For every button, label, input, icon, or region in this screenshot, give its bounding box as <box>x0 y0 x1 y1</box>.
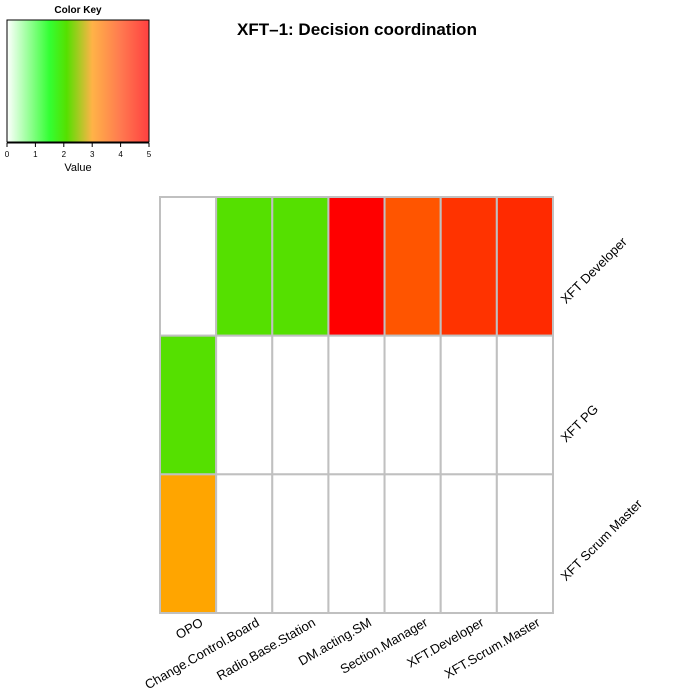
heatmap-cell <box>159 196 218 337</box>
heatmap-cell <box>495 473 554 615</box>
column-label: Radio.Base.Station <box>214 615 318 684</box>
row-label: XFT Scrum Master <box>558 496 646 584</box>
color-key-tick-label: 4 <box>118 150 123 159</box>
heatmap-cell <box>215 196 274 337</box>
heatmap-cell <box>383 196 442 337</box>
row-labels: XFT Developer XFT PG XFT Scrum Master <box>558 234 646 584</box>
heatmap-cell <box>383 473 442 615</box>
heatmap-cells <box>159 196 554 615</box>
color-key-tick-label: 5 <box>147 150 152 159</box>
heatmap-cell <box>215 334 274 476</box>
heatmap-cell <box>159 334 218 476</box>
heatmap-cell <box>495 196 554 337</box>
heatmap-cell <box>439 334 498 476</box>
heatmap-cell <box>439 473 498 615</box>
chart-title: XFT–1: Decision coordination <box>237 20 477 39</box>
color-key-title: Color Key <box>54 5 102 16</box>
heatmap-cell <box>215 473 274 615</box>
row-label: XFT PG <box>558 401 602 445</box>
color-key-tick-label: 2 <box>62 150 67 159</box>
heatmap-cell <box>327 196 386 337</box>
heatmap-cell <box>271 473 330 615</box>
color-key-tick-label: 3 <box>90 150 95 159</box>
heatmap-cell <box>327 334 386 476</box>
heatmap-cell <box>439 196 498 337</box>
column-label: XFT.Scrum.Master <box>442 614 543 681</box>
color-key: 0 1 2 3 4 5 <box>5 19 152 159</box>
column-labels: OPOChange.Control.BoardRadio.Base.Statio… <box>142 614 543 692</box>
heatmap-cell <box>271 196 330 337</box>
heatmap-cell <box>383 334 442 476</box>
color-key-tick-label: 1 <box>33 150 38 159</box>
heatmap-cell <box>271 334 330 476</box>
heatmap-cell <box>159 473 218 615</box>
heatmap-cell <box>327 473 386 615</box>
column-label: OPO <box>173 615 206 642</box>
color-key-gradient <box>6 19 150 143</box>
color-key-tick-label: 0 <box>5 150 10 159</box>
row-label: XFT Developer <box>558 234 631 307</box>
color-key-xlabel: Value <box>64 162 92 174</box>
heatmap-cell <box>495 334 554 476</box>
